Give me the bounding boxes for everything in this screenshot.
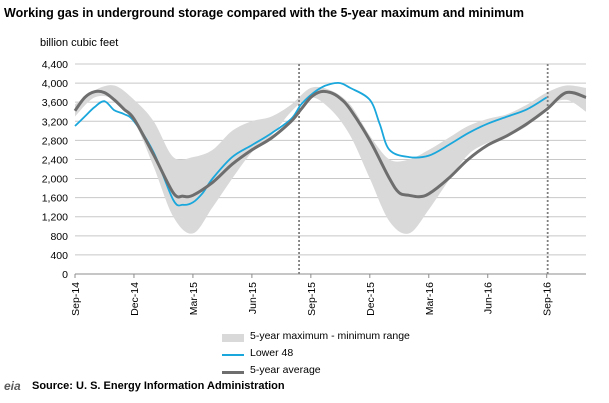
- y-tick-label: 2,800: [42, 135, 68, 147]
- y-tick-label: 2,000: [42, 174, 68, 186]
- source-note: Source: U. S. Energy Information Adminis…: [32, 380, 285, 392]
- legend-swatch-range: [222, 334, 244, 342]
- y-tick-label: 2,400: [42, 154, 68, 166]
- eia-logo: eia: [4, 379, 21, 393]
- y-tick-label: 400: [50, 250, 68, 262]
- legend-label-lower48: Lower 48: [250, 347, 294, 359]
- y-axis-label: billion cubic feet: [40, 37, 119, 49]
- y-tick-label: 1,600: [42, 193, 68, 205]
- x-tick-label: Dec-15: [365, 282, 377, 316]
- y-tick-label: 0: [62, 269, 68, 281]
- x-tick-label: Jun-16: [483, 282, 495, 314]
- y-tick-label: 800: [50, 231, 68, 243]
- legend-swatch-lower48: [222, 354, 244, 356]
- y-tick-label: 1,200: [42, 212, 68, 224]
- range-band: [75, 85, 586, 234]
- y-tick-label: 4,000: [42, 78, 68, 90]
- x-tick-label: Sep-16: [542, 282, 554, 316]
- x-tick-label: Sep-15: [306, 282, 318, 316]
- series-line-average: [73, 89, 587, 199]
- legend-swatch-average: [222, 371, 244, 374]
- y-tick-label: 4,400: [42, 59, 68, 71]
- y-tick-label: 3,600: [42, 97, 68, 109]
- x-tick-label: Mar-16: [424, 282, 436, 315]
- x-tick-label: Jun-15: [247, 282, 259, 314]
- y-tick-label: 3,200: [42, 116, 68, 128]
- legend-label-average: 5-year average: [250, 364, 321, 376]
- x-tick-label: Dec-14: [129, 282, 141, 316]
- series-line-lower48: [74, 81, 548, 207]
- legend-label-range: 5-year maximum - minimum range: [250, 330, 410, 342]
- x-tick-label: Mar-15: [188, 282, 200, 315]
- chart-title: Working gas in underground storage compa…: [4, 6, 524, 20]
- x-tick-label: Sep-14: [70, 282, 82, 316]
